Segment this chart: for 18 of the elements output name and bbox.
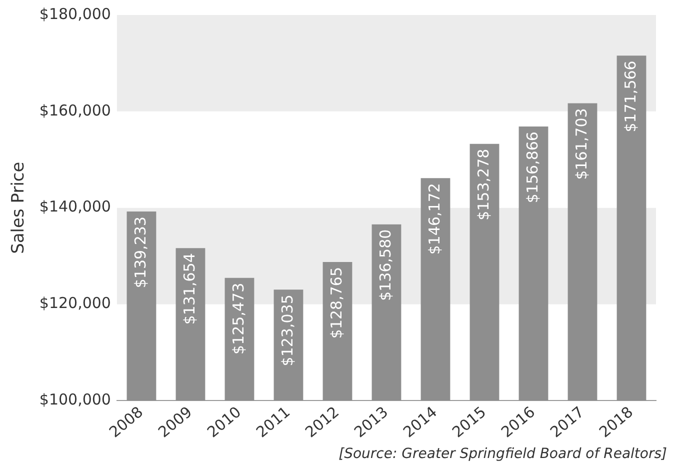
y-axis-title: Sales Price — [8, 162, 29, 254]
text: [Source: Greater Springfield Board of Realtors] — [338, 446, 667, 462]
data-label: $171,566 — [621, 60, 640, 132]
data-label: $125,473 — [229, 282, 248, 354]
data-label: $136,580 — [376, 229, 394, 301]
data-label: $146,172 — [425, 183, 444, 255]
data-label: $153,278 — [474, 148, 492, 220]
y-tick-label: $160,000 — [39, 101, 111, 120]
data-label: $161,703 — [572, 108, 590, 180]
data-label: $128,765 — [327, 267, 346, 339]
y-tick-label: $140,000 — [39, 198, 111, 216]
y-tick-label: $120,000 — [39, 294, 111, 312]
y-tick-label: $100,000 — [39, 390, 111, 409]
data-label: $139,233 — [131, 216, 150, 288]
y-tick-label: $180,000 — [39, 4, 111, 23]
data-label: $156,866 — [523, 132, 542, 204]
data-label: $123,035 — [278, 294, 296, 366]
data-label: $131,654 — [180, 253, 198, 325]
